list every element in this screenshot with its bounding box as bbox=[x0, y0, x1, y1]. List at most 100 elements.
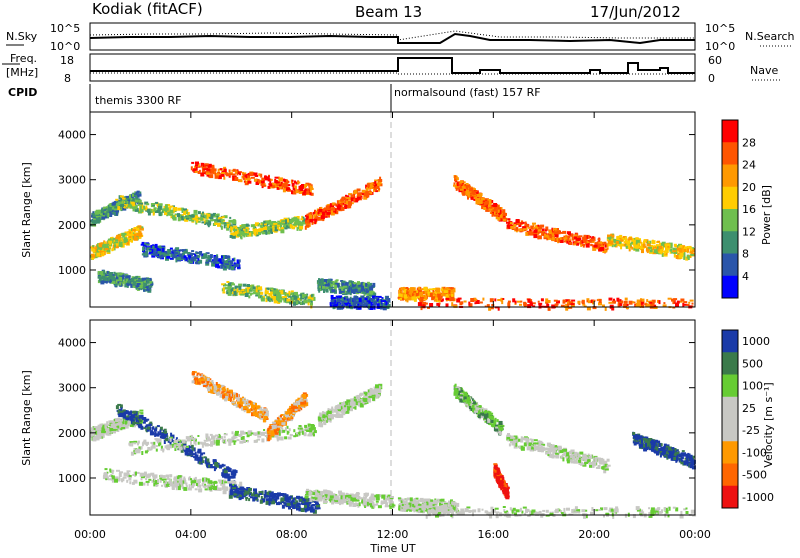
data-cell bbox=[183, 208, 187, 210]
data-cell bbox=[434, 299, 437, 302]
data-cell bbox=[254, 179, 257, 182]
data-cell bbox=[241, 224, 245, 227]
data-cell bbox=[300, 218, 303, 220]
data-cell bbox=[520, 301, 522, 303]
data-cell bbox=[276, 290, 278, 294]
data-cell bbox=[324, 207, 326, 210]
data-cell bbox=[331, 279, 333, 281]
data-cell bbox=[600, 247, 604, 251]
data-cell bbox=[132, 202, 135, 206]
data-cell bbox=[457, 182, 459, 186]
data-cell bbox=[299, 425, 302, 427]
data-cell bbox=[453, 290, 456, 292]
data-cell bbox=[568, 232, 570, 234]
data-cell bbox=[263, 185, 266, 187]
data-cell bbox=[481, 198, 483, 200]
data-cell bbox=[216, 173, 219, 175]
data-cell bbox=[458, 298, 462, 300]
data-cell bbox=[515, 227, 518, 231]
data-cell bbox=[260, 174, 262, 178]
data-cell bbox=[444, 290, 448, 293]
data-cell bbox=[654, 249, 658, 253]
data-cell bbox=[411, 296, 415, 298]
data-cell bbox=[91, 249, 95, 252]
data-cell bbox=[132, 194, 134, 197]
data-cell bbox=[582, 237, 584, 239]
data-cell bbox=[679, 249, 683, 253]
data-cell bbox=[223, 177, 225, 180]
data-cell bbox=[480, 302, 483, 304]
data-cell bbox=[255, 434, 257, 436]
data-cell bbox=[91, 433, 94, 436]
data-cell bbox=[129, 194, 131, 198]
data-cell bbox=[111, 424, 115, 426]
data-cell bbox=[674, 254, 676, 258]
data-cell bbox=[341, 198, 344, 201]
data-cell bbox=[293, 302, 296, 306]
data-cell bbox=[672, 250, 676, 252]
data-cell bbox=[309, 192, 311, 195]
data-cell bbox=[294, 292, 298, 295]
data-cell bbox=[205, 215, 207, 219]
data-cell bbox=[583, 246, 585, 248]
data-cell bbox=[119, 473, 122, 477]
data-cell bbox=[156, 445, 158, 447]
data-cell bbox=[281, 437, 284, 441]
data-cell bbox=[612, 301, 615, 304]
data-cell bbox=[188, 255, 191, 257]
data-cell bbox=[153, 212, 155, 216]
data-cell bbox=[285, 227, 288, 229]
data-cell bbox=[200, 443, 204, 445]
data-cell bbox=[278, 292, 280, 296]
data-cell bbox=[265, 231, 267, 235]
data-cell bbox=[98, 436, 102, 439]
data-cell bbox=[136, 280, 138, 282]
data-cell bbox=[248, 173, 250, 175]
data-cell bbox=[260, 225, 263, 228]
data-cell bbox=[115, 240, 118, 242]
data-cell bbox=[240, 294, 244, 296]
nsky-tick-top: 10^5 bbox=[50, 22, 80, 35]
data-cell bbox=[221, 172, 225, 174]
data-cell bbox=[232, 220, 236, 224]
data-cell bbox=[659, 243, 661, 246]
data-cell bbox=[105, 216, 107, 218]
data-cell bbox=[577, 301, 580, 304]
data-cell bbox=[309, 215, 312, 219]
data-cell bbox=[508, 304, 510, 308]
data-cell bbox=[146, 279, 150, 281]
data-cell bbox=[193, 456, 196, 458]
data-cell bbox=[326, 289, 329, 293]
data-cell bbox=[646, 299, 648, 302]
data-cell bbox=[258, 224, 260, 226]
data-cell bbox=[217, 219, 220, 222]
data-cell bbox=[119, 425, 121, 428]
data-cell bbox=[192, 218, 195, 220]
data-cell bbox=[159, 438, 162, 442]
data-cell bbox=[148, 288, 150, 291]
data-cell bbox=[482, 298, 484, 301]
data-cell bbox=[538, 301, 540, 303]
data-cell bbox=[250, 293, 254, 295]
data-cell bbox=[258, 294, 260, 298]
data-cell bbox=[192, 453, 196, 455]
data-cell bbox=[104, 211, 106, 213]
data-cell bbox=[666, 248, 670, 250]
data-cell bbox=[583, 239, 587, 241]
data-cell bbox=[230, 260, 233, 264]
data-cell bbox=[131, 452, 134, 456]
data-cell bbox=[647, 249, 649, 253]
data-cell bbox=[291, 190, 293, 194]
data-cell bbox=[494, 210, 497, 212]
data-cell bbox=[220, 168, 223, 170]
data-cell bbox=[545, 298, 548, 302]
data-cell bbox=[326, 207, 328, 211]
data-cell bbox=[224, 224, 226, 228]
data-cell bbox=[129, 232, 131, 234]
data-cell bbox=[269, 288, 273, 290]
data-cell bbox=[122, 198, 125, 200]
data-cell bbox=[224, 260, 226, 263]
data-cell bbox=[149, 250, 152, 252]
data-cell bbox=[103, 434, 105, 438]
data-cell bbox=[109, 428, 113, 431]
